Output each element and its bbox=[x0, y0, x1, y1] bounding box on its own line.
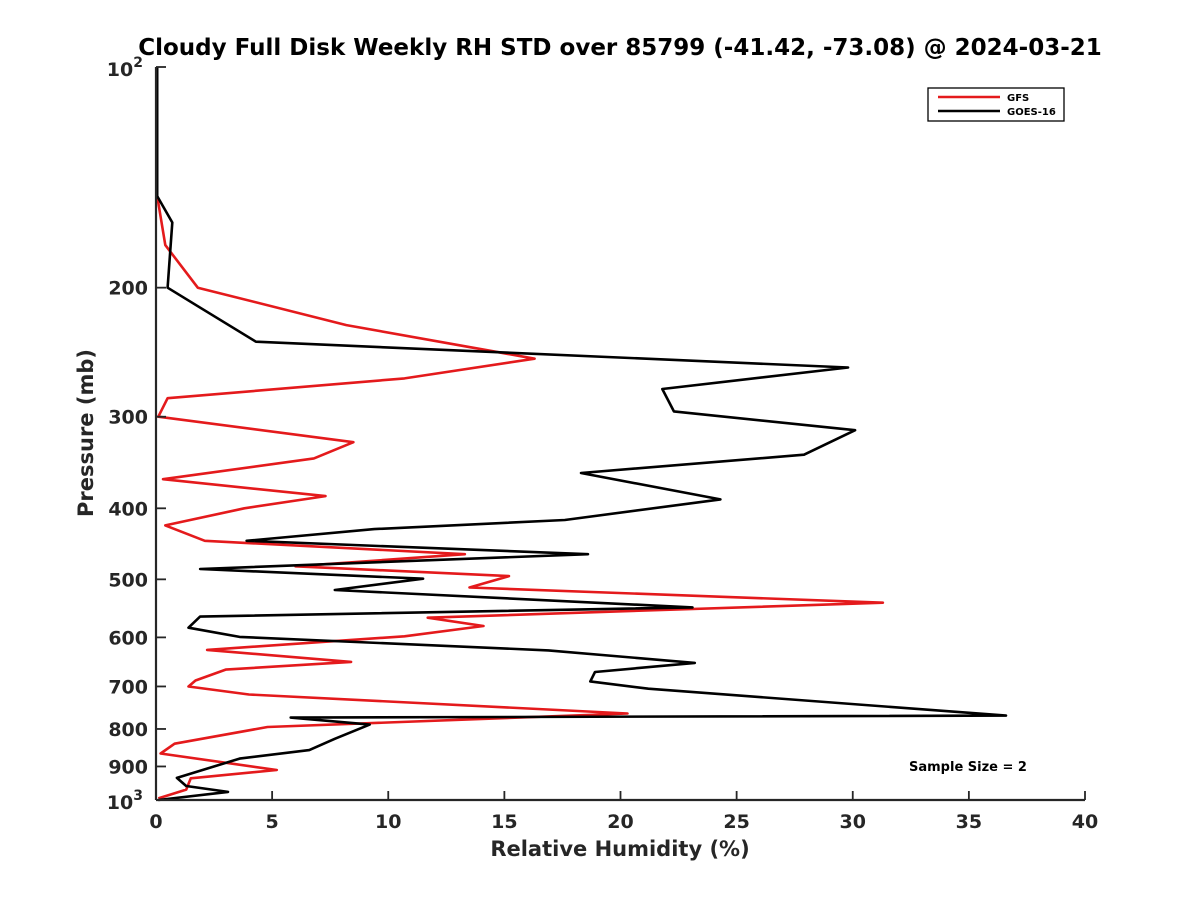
sample-size-annotation: Sample Size = 2 bbox=[909, 760, 1027, 775]
y-tick-label: 600 bbox=[108, 627, 148, 649]
x-tick-label: 35 bbox=[956, 811, 982, 833]
y-tick-label: 103 bbox=[107, 788, 143, 814]
x-tick-label: 30 bbox=[840, 811, 866, 833]
y-axis-label: Pressure (mb) bbox=[74, 349, 98, 517]
x-axis-label: Relative Humidity (%) bbox=[490, 837, 749, 861]
legend: GFS GOES-16 bbox=[927, 87, 1065, 122]
x-tick-label: 20 bbox=[607, 811, 633, 833]
series-line-gfs bbox=[155, 67, 885, 800]
x-tick-label: 40 bbox=[1072, 811, 1098, 833]
series-line-goes-16 bbox=[155, 67, 1008, 802]
y-tick-label: 800 bbox=[108, 719, 148, 741]
series-layer bbox=[155, 67, 1008, 802]
y-tick-label: 102 bbox=[107, 55, 143, 81]
axes-layer: 0 5 10 15 20 25 30 35 40 102 200 300 400 500 600 700 800… bbox=[107, 55, 1098, 833]
legend-label-gfs: GFS bbox=[1007, 93, 1029, 104]
y-tick-label: 300 bbox=[108, 407, 148, 429]
x-tick-label: 25 bbox=[723, 811, 749, 833]
chart-title: Cloudy Full Disk Weekly RH STD over 8579… bbox=[138, 35, 1102, 61]
y-tick-label: 700 bbox=[108, 676, 148, 698]
y-tick-label: 400 bbox=[108, 498, 148, 520]
legend-box bbox=[927, 87, 1065, 122]
x-tick-label: 5 bbox=[266, 811, 279, 833]
x-tick-label: 0 bbox=[149, 811, 162, 833]
y-tick-label: 500 bbox=[108, 569, 148, 591]
y-tick-label: 200 bbox=[108, 278, 148, 300]
legend-label-goes-16: GOES-16 bbox=[1007, 107, 1056, 118]
y-tick-label: 900 bbox=[108, 756, 148, 778]
x-tick-label: 15 bbox=[491, 811, 517, 833]
x-tick-label: 10 bbox=[375, 811, 401, 833]
